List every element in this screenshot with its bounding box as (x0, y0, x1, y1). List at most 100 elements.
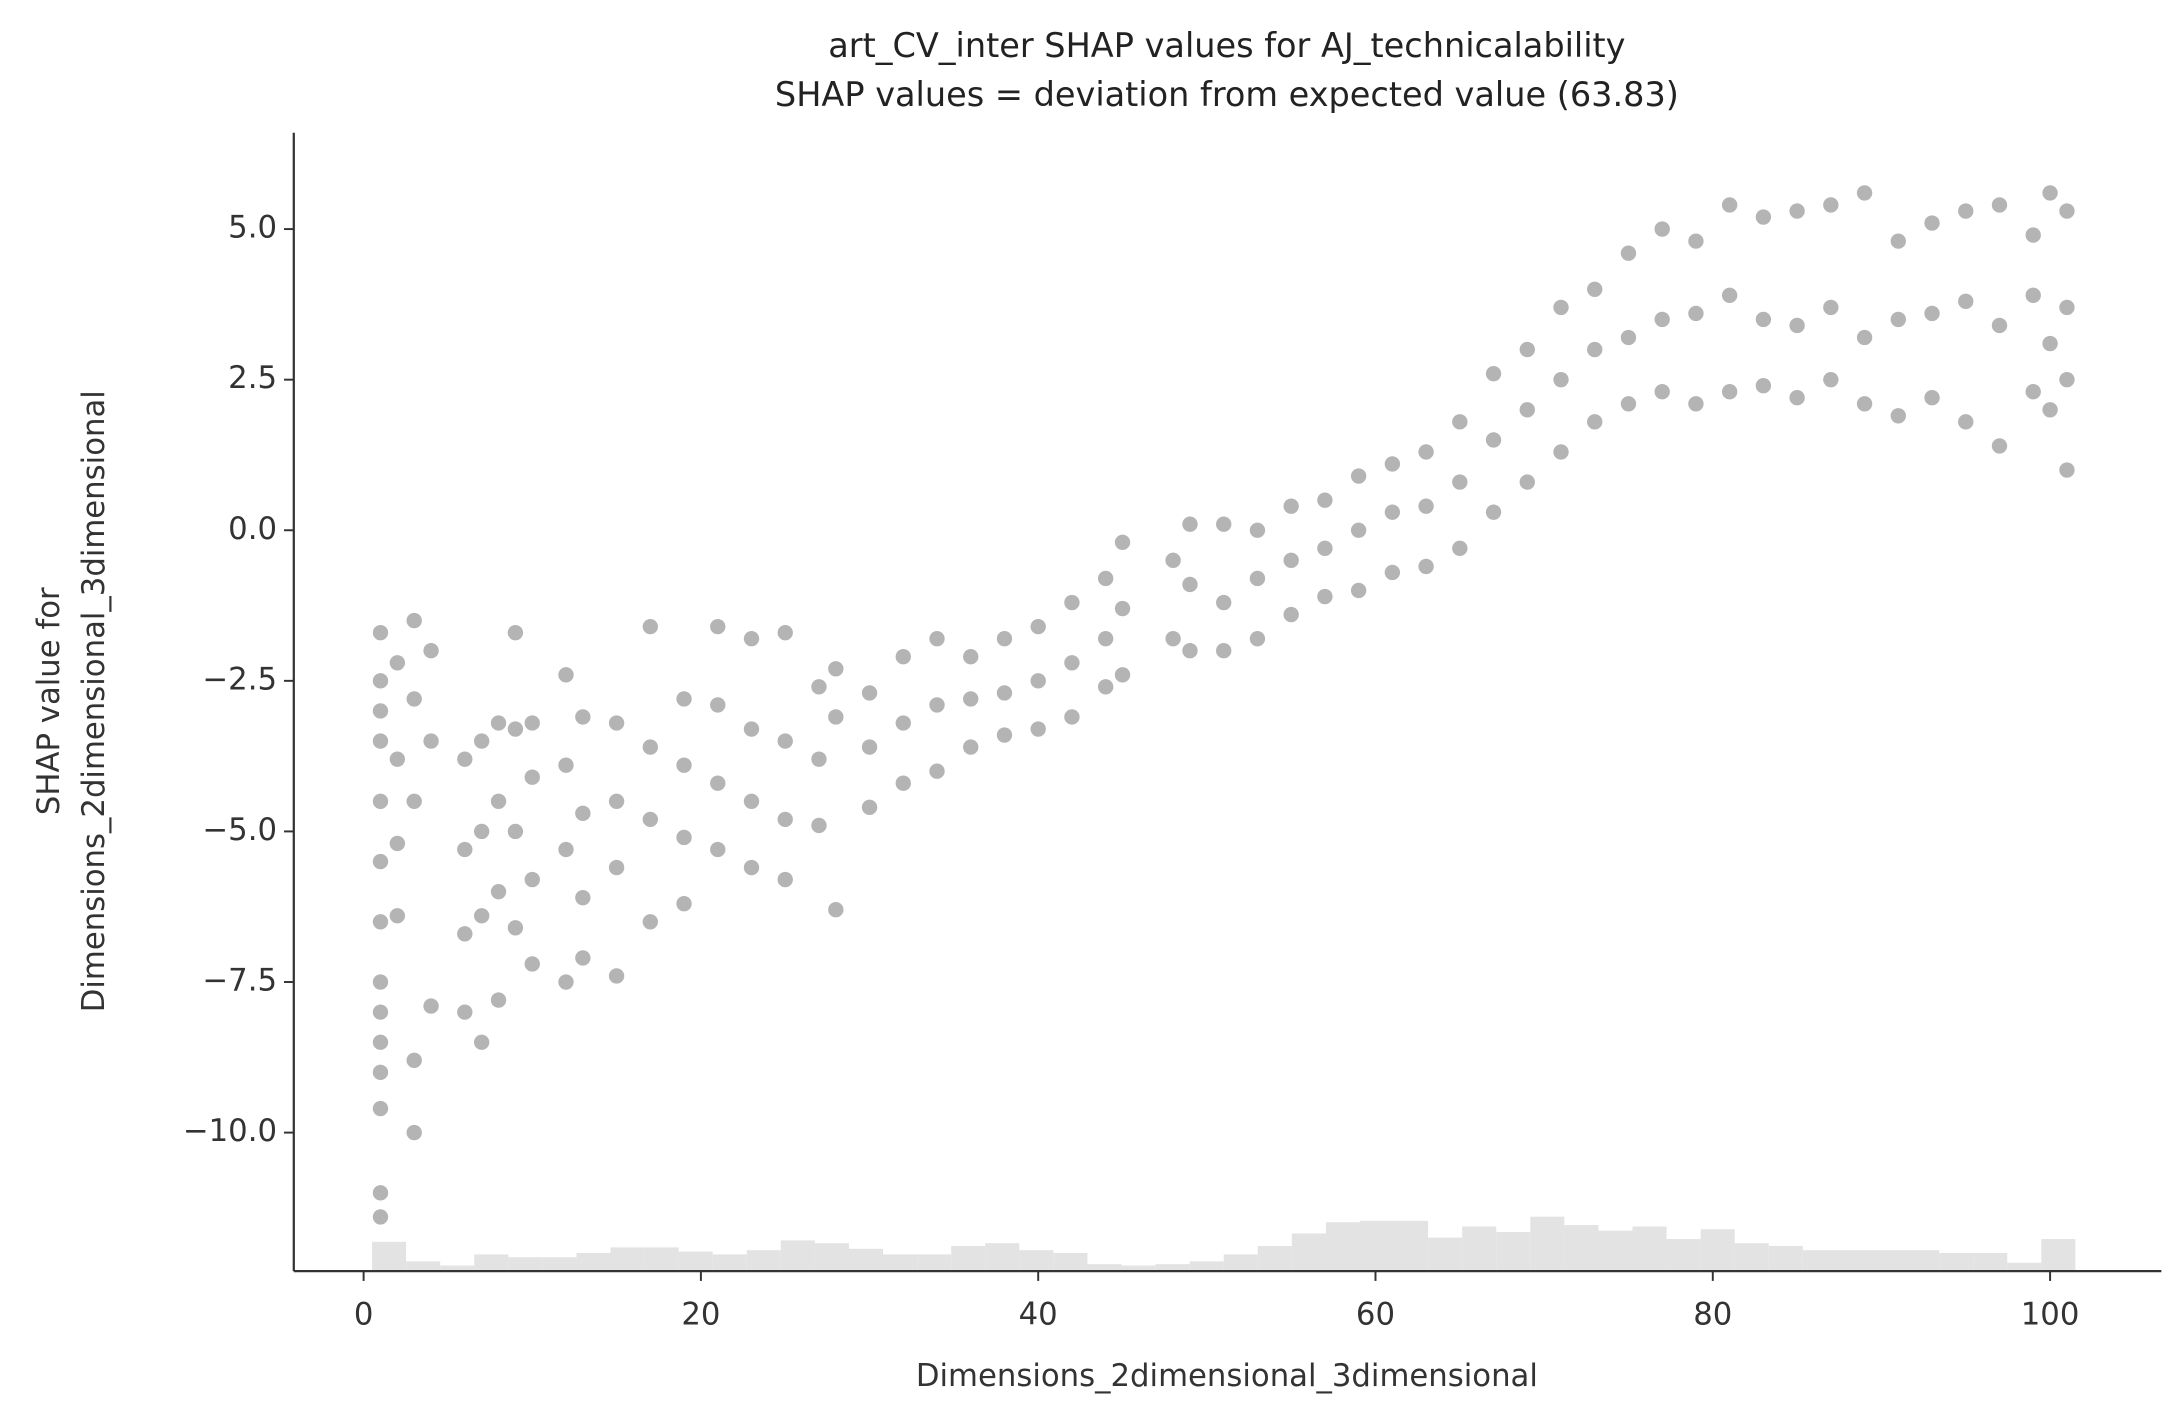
point (811, 751, 827, 767)
point (473, 823, 490, 840)
point (1620, 245, 1637, 261)
histogram-bar (406, 1261, 441, 1272)
point (1789, 317, 1805, 334)
point (1620, 396, 1637, 412)
chart-title: art_CV_inter SHAP values for AJ_technica… (828, 26, 1625, 65)
point (1249, 522, 1266, 538)
histogram-bar (917, 1254, 952, 1272)
point (1991, 197, 2008, 213)
point (507, 920, 524, 936)
point (608, 859, 625, 876)
point (676, 691, 692, 707)
point (1384, 504, 1401, 520)
histogram-bar (1462, 1226, 1497, 1272)
point (473, 733, 490, 749)
point (457, 1004, 473, 1020)
x-tick-label: 80 (1693, 1296, 1732, 1332)
point (1165, 630, 1181, 647)
point (372, 793, 389, 809)
point (2042, 335, 2058, 352)
point (608, 968, 625, 984)
point (676, 829, 692, 846)
point (861, 739, 878, 755)
point (676, 757, 692, 773)
point (423, 643, 439, 659)
point (2042, 185, 2058, 201)
point (558, 841, 574, 858)
point (743, 630, 760, 647)
point (710, 775, 726, 791)
point (1064, 594, 1080, 611)
point (372, 974, 389, 990)
point (1216, 594, 1232, 611)
histogram-bar (542, 1257, 577, 1272)
point (811, 817, 827, 834)
point (1688, 305, 1704, 322)
histogram-bar (610, 1247, 645, 1272)
point (811, 679, 827, 695)
point (1721, 287, 1738, 304)
point (406, 612, 422, 629)
histogram-bar (1939, 1252, 1974, 1272)
point (996, 630, 1013, 647)
point (1721, 384, 1738, 400)
point (777, 811, 793, 828)
point (1688, 396, 1704, 412)
histogram-bar (1905, 1250, 1940, 1272)
y-tick-label: 5.0 (228, 210, 277, 246)
point (372, 914, 389, 930)
point (372, 1064, 389, 1081)
histogram-bar (1632, 1226, 1667, 1272)
point (895, 649, 911, 665)
point (895, 775, 911, 791)
point (1890, 233, 1906, 249)
histogram-bar (1836, 1250, 1871, 1272)
point (2059, 371, 2075, 388)
point (1890, 408, 1906, 424)
point (524, 871, 540, 888)
point (372, 703, 389, 719)
point (558, 667, 574, 683)
histogram-bar (883, 1254, 918, 1272)
point (1688, 233, 1704, 249)
point (1519, 474, 1535, 490)
point (743, 859, 760, 876)
point (1182, 516, 1198, 532)
point (743, 793, 760, 809)
y-tick-label: −2.5 (202, 661, 277, 697)
histogram-bar (1666, 1239, 1701, 1272)
y-tick-label: −10.0 (183, 1113, 277, 1149)
point (372, 733, 389, 749)
point (1216, 643, 1232, 659)
point (861, 685, 878, 701)
point (1890, 311, 1906, 328)
point (642, 914, 658, 930)
point (1317, 492, 1333, 508)
histogram-bar (985, 1243, 1020, 1272)
histogram-bar (1087, 1264, 1122, 1272)
point (372, 1004, 389, 1020)
point (457, 926, 473, 942)
y-axis-label: SHAP value for (31, 587, 67, 815)
histogram-bar (1019, 1250, 1054, 1272)
point (1283, 498, 1299, 514)
point (1991, 438, 2008, 454)
point (1114, 600, 1131, 617)
point (2042, 402, 2058, 418)
x-tick-label: 0 (354, 1296, 374, 1332)
point (372, 1209, 389, 1225)
point (457, 751, 473, 767)
point (1654, 384, 1670, 400)
point (1958, 293, 1974, 310)
point (777, 624, 793, 641)
point (1064, 709, 1080, 725)
point (2025, 384, 2041, 400)
point (389, 751, 406, 767)
point (406, 691, 422, 707)
histogram-bar (1530, 1216, 1565, 1272)
point (1317, 588, 1333, 605)
point (1721, 197, 1738, 213)
point (457, 841, 473, 858)
point (490, 793, 507, 809)
point (558, 757, 574, 773)
